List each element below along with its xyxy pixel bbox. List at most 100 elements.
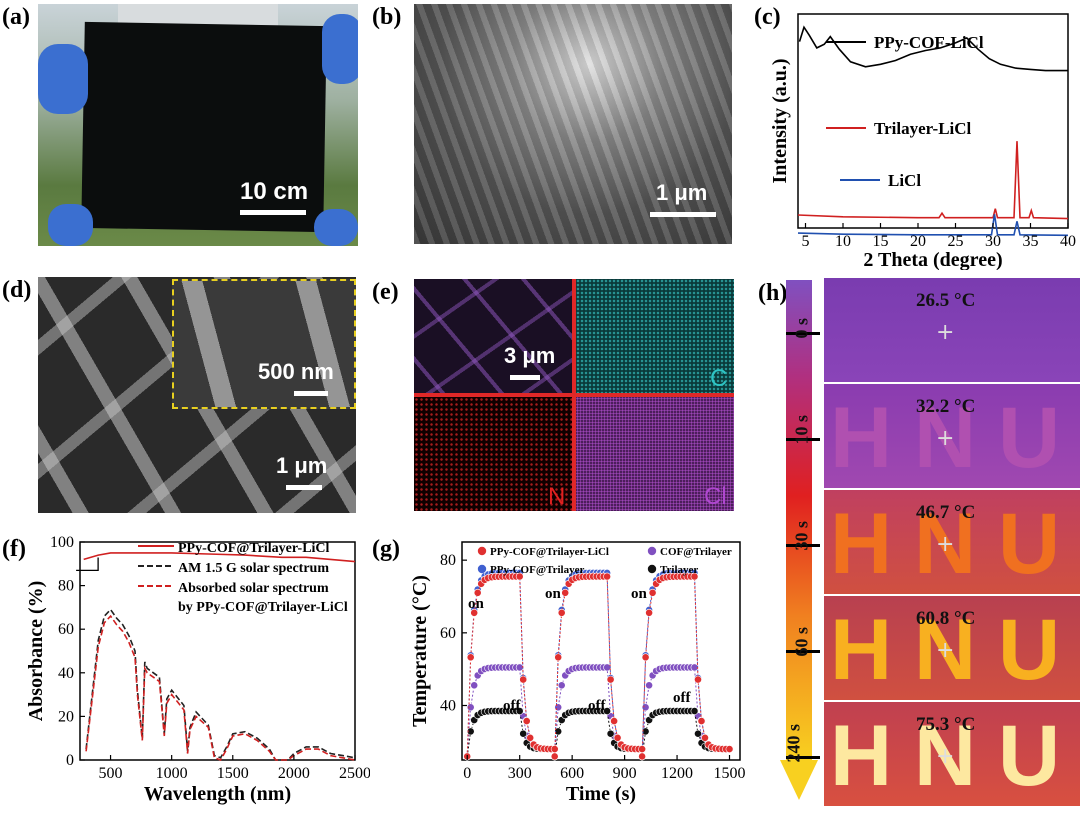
plot-frame-g	[461, 541, 741, 761]
scale-bar-e	[510, 375, 540, 380]
thermal-image: H N U +32.2 °C	[824, 384, 1080, 488]
element-label-cl: Cl	[704, 483, 727, 510]
scale-bar-a	[240, 210, 306, 215]
sem-image-b	[414, 4, 732, 244]
xrd-chart: PPy-COF-LiCl Trilayer-LiCl LiCl 5 10 15 20 25 30…	[769, 13, 1076, 271]
panel-g: (g) PPy-COF@Trilayer-LiCl PPy-COF@Trilaye…	[370, 528, 750, 811]
sem-texture-b	[414, 4, 732, 244]
x-axis-label-c: 2 Theta (degree)	[863, 249, 1002, 270]
legend-marker-g-2	[647, 546, 657, 556]
legend-marker-g-1	[477, 564, 487, 574]
data-point-g-0-43	[610, 717, 618, 725]
time-tick-arrow-icon	[786, 438, 820, 441]
inset-frame-d	[172, 279, 356, 409]
crosshair-icon: +	[936, 532, 955, 557]
data-point-g-3-53	[641, 727, 650, 736]
data-point-g-3-15	[515, 707, 524, 715]
panel-d: (d) 500 nm 1 μm	[0, 275, 360, 515]
y-tick-label-g-1: 60	[440, 625, 456, 642]
legend-label-g-3: Trilayer	[660, 564, 698, 576]
data-point-g-0-15	[515, 572, 524, 581]
x-tick-label-g-1: 300	[508, 765, 532, 782]
panel-b: (b) 1 μm	[370, 0, 735, 250]
eds-c-quadrant	[576, 279, 734, 393]
thermal-image: H N U +60.8 °C	[824, 596, 1080, 700]
letter-shape-n: N	[914, 390, 977, 486]
panel-label-d: (d)	[2, 277, 32, 303]
data-point-g-2-15	[515, 663, 524, 672]
x-tick-label-g-0: 0	[463, 765, 471, 782]
y-tick-label-g-0: 40	[440, 698, 456, 715]
letter-shape-h: H	[830, 708, 893, 804]
eds-sem-quadrant	[414, 279, 572, 393]
time-label: 30 s	[791, 520, 812, 551]
letter-shape-n: N	[914, 708, 977, 804]
x-tick-label-c-1: 10	[835, 233, 851, 250]
thermal-image: H N U +46.7 °C	[824, 490, 1080, 594]
data-point-g-0-1	[466, 653, 475, 662]
glove-bottom-left	[48, 204, 93, 246]
glove-left	[38, 44, 88, 114]
data-point-g-0-70	[701, 733, 709, 742]
x-tick-label-c-5: 30	[985, 233, 1001, 250]
temperature-chart: PPy-COF@Trilayer-LiCl PPy-COF@Trilayer COF…	[409, 541, 746, 805]
legend-label-g-0: PPy-COF@Trilayer-LiCl	[490, 546, 609, 558]
x-tick-label-f-1: 1000	[156, 765, 188, 782]
data-point-g-0-26	[550, 752, 559, 761]
series-line-f-0	[83, 552, 356, 563]
y-tick-label-f-1: 20	[58, 708, 74, 725]
panel-c: (c) PPy-COF-LiCl Trilayer-LiCl LiCl 5 10 15 20…	[740, 0, 1080, 271]
annotation-g-3: off	[503, 698, 521, 714]
x-tick-label-f-3: 2000	[278, 765, 310, 782]
x-axis-label-f: Wavelength (nm)	[144, 783, 291, 805]
data-point-g-3-1	[466, 727, 475, 736]
thermal-image: H N U +75.3 °C	[824, 702, 1080, 806]
legend-label-f-1: AM 1.5 G solar spectrum	[178, 561, 329, 576]
data-point-g-0-3	[473, 588, 482, 597]
legend-label-c-0: PPy-COF-LiCl	[874, 33, 984, 52]
time-arrow	[786, 280, 812, 760]
thermal-temp-label: 32.2 °C	[916, 396, 976, 417]
plot-frame-f	[79, 541, 356, 761]
x-tick-label-c-7: 40	[1060, 233, 1076, 250]
glove-right	[322, 14, 358, 84]
time-tick-arrow-icon	[786, 756, 820, 759]
data-point-g-0-67	[690, 572, 699, 581]
photo-black-film	[38, 4, 358, 246]
legend-label-f-0: PPy-COF@Trilayer-LiCl	[178, 541, 330, 556]
data-point-g-0-53	[641, 653, 650, 662]
series-line-f-1	[85, 608, 356, 761]
data-point-g-3-27	[554, 727, 563, 736]
time-arrow-head	[780, 760, 818, 800]
crosshair-icon: +	[936, 744, 955, 769]
x-tick-label-f-0: 500	[99, 765, 123, 782]
data-point-g-2-54	[645, 681, 653, 690]
scale-bar-d-inset	[294, 391, 328, 396]
time-label: 240 s	[783, 723, 804, 763]
data-point-g-3-68	[694, 729, 702, 738]
y-tick-label-f-0: 0	[66, 752, 74, 769]
panel-label-f: (f)	[2, 536, 26, 562]
x-tick-label-c-4: 25	[948, 233, 964, 250]
glove-bottom-right	[314, 209, 358, 246]
data-point-g-3-42	[606, 729, 615, 738]
annotation-g-1: on	[545, 586, 562, 602]
data-point-g-0-2	[470, 608, 479, 617]
legend-marker-g-3	[647, 564, 657, 574]
letter-shape-h: H	[830, 496, 893, 592]
annotation-g-5: off	[673, 690, 691, 706]
data-point-g-2-28	[557, 681, 566, 690]
series-line-f-2	[85, 614, 356, 761]
absorbance-chart: PPy-COF@Trilayer-LiCl AM 1.5 G solar spec…	[25, 534, 371, 805]
panel-label-c: (c)	[754, 4, 781, 30]
data-point-g-0-44	[613, 733, 622, 742]
x-axis-label-g: Time (s)	[566, 783, 636, 805]
crosshair-icon: +	[936, 426, 955, 451]
data-point-g-0-42	[606, 675, 615, 684]
y-tick-label-f-5: 100	[50, 534, 74, 551]
data-point-g-2-2	[470, 681, 479, 690]
thermal-temp-label: 60.8 °C	[916, 608, 976, 629]
x-tick-label-f-2: 1500	[217, 765, 249, 782]
y-tick-label-g-2: 80	[440, 552, 456, 569]
data-point-g-0-54	[645, 608, 653, 617]
